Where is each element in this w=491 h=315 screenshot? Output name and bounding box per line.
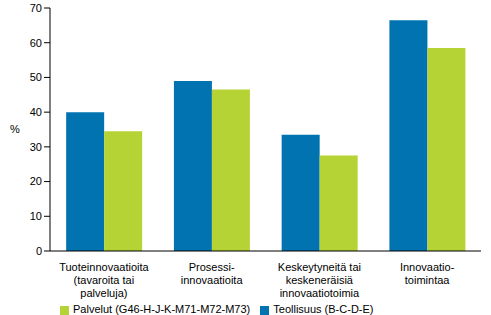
- svg-text:70: 70: [30, 2, 42, 14]
- svg-text:0: 0: [36, 245, 42, 257]
- svg-text:Prosessi-innovaatioita: Prosessi-innovaatioita: [181, 261, 244, 286]
- html-text:Palvelut (G46-H-J-K-M71-M72-M7: Palvelut (G46-H-J-K-M71-M72-M73): [73, 303, 251, 315]
- svg-text:10: 10: [30, 210, 42, 222]
- svg-text:Tuoteinnovaatioita(tavaroita t: Tuoteinnovaatioita(tavaroita taipalveluj…: [59, 261, 149, 299]
- svg-text:Innovaatio-toimintaa: Innovaatio-toimintaa: [400, 261, 455, 286]
- html-text:Teollisuus (B-C-D-E): Teollisuus (B-C-D-E): [273, 303, 374, 315]
- svg-text:60: 60: [30, 37, 42, 49]
- svg-text:40: 40: [30, 106, 42, 118]
- svg-text:20: 20: [30, 175, 42, 187]
- svg-text:30: 30: [30, 141, 42, 153]
- svg-text:50: 50: [30, 71, 42, 83]
- svg-text:%: %: [10, 123, 20, 135]
- svg-text:Keskeytyneitä taikeskeneräisiä: Keskeytyneitä taikeskeneräisiäinnovaatio…: [278, 261, 361, 299]
